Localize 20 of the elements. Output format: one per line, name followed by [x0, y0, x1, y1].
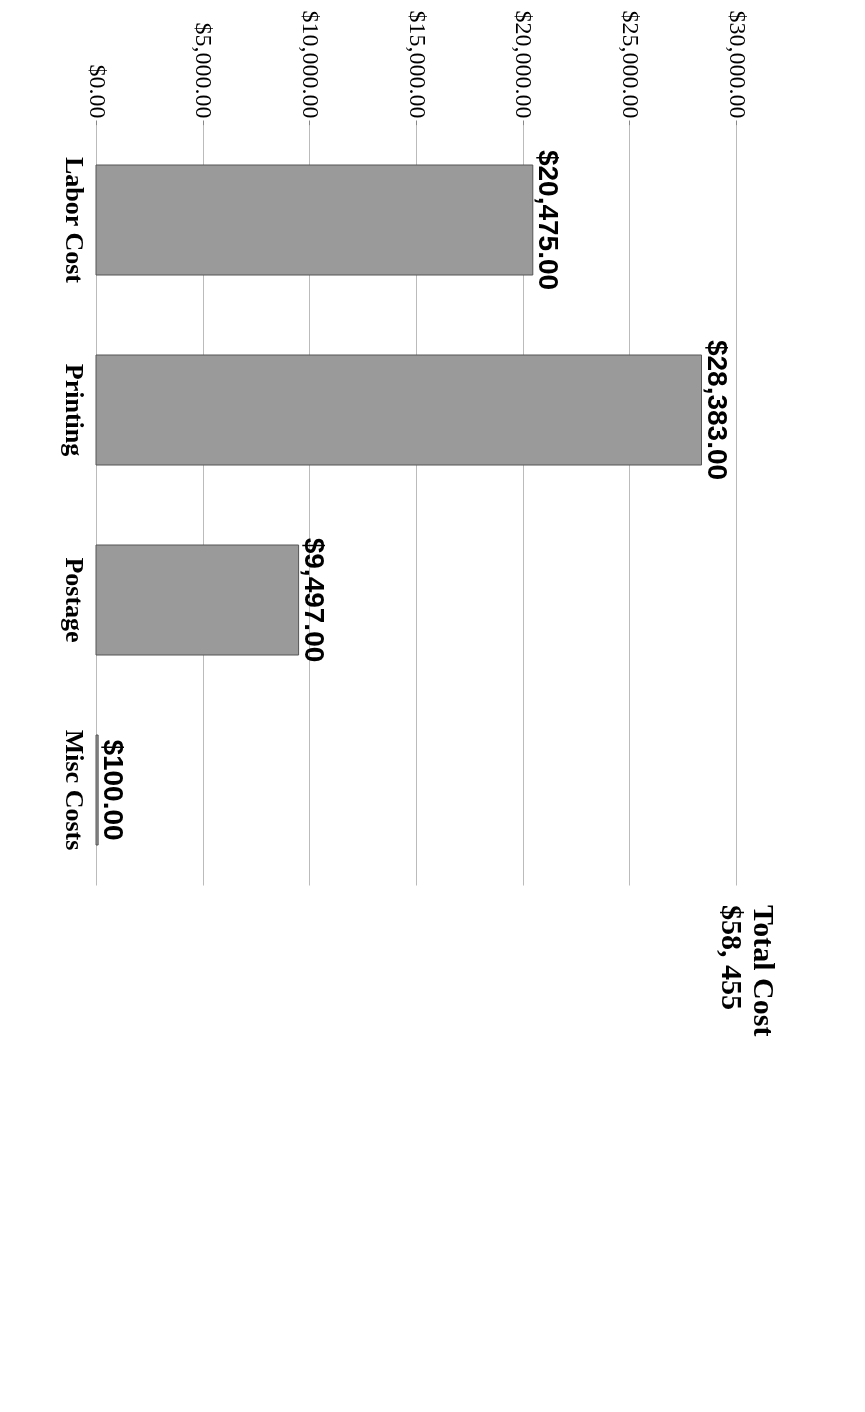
- data-label: $28,383.00: [701, 339, 733, 481]
- x-tick-label: $30,000.00: [724, 10, 751, 119]
- bar: [95, 544, 300, 656]
- x-tick-label: $0.00: [84, 64, 111, 119]
- y-tick-label: Labor Cost: [59, 157, 89, 284]
- bar: [95, 734, 99, 846]
- y-tick-label: Printing: [59, 363, 89, 457]
- data-label: $100.00: [98, 739, 130, 841]
- x-tick-label: $10,000.00: [297, 10, 324, 119]
- bar: [95, 164, 534, 276]
- x-tick-label: $5,000.00: [191, 22, 218, 119]
- y-tick-label: Misc Costs: [59, 729, 89, 851]
- x-tick-label: $15,000.00: [404, 10, 431, 119]
- data-label: $20,475.00: [532, 149, 564, 291]
- x-tick-label: $20,000.00: [511, 10, 538, 119]
- y-tick-label: Postage: [59, 557, 89, 643]
- bar: [95, 354, 702, 466]
- data-label: $9,497.00: [298, 537, 330, 663]
- x-tick-label: $25,000.00: [617, 10, 644, 119]
- text: Total Cost $58, 455: [716, 905, 781, 1037]
